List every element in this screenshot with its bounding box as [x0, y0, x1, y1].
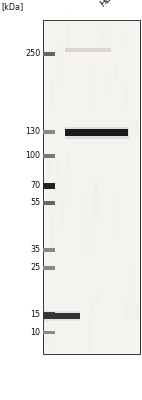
Bar [43, 130, 55, 134]
Bar [43, 311, 80, 321]
Bar [50, 214, 53, 255]
Bar [136, 121, 138, 131]
Bar [134, 302, 138, 320]
Bar [43, 312, 55, 317]
Bar [59, 202, 64, 228]
Bar [88, 321, 92, 350]
Bar [84, 195, 87, 228]
Text: 250: 250 [25, 50, 40, 58]
Bar [43, 201, 55, 204]
Bar [89, 70, 91, 106]
Bar [56, 160, 60, 198]
Text: 10: 10 [31, 328, 40, 337]
Bar [124, 87, 128, 108]
Bar [43, 266, 55, 270]
Bar [90, 298, 93, 319]
Bar [121, 36, 126, 45]
Text: 35: 35 [30, 246, 40, 254]
Bar [125, 300, 128, 320]
Bar [66, 9, 71, 55]
Bar [43, 248, 55, 252]
Bar [60, 39, 61, 83]
Text: 130: 130 [25, 128, 40, 136]
Bar [63, 179, 66, 202]
Bar [87, 219, 90, 253]
Bar [65, 127, 129, 139]
Bar [43, 52, 55, 56]
Bar [94, 180, 99, 220]
Bar [96, 294, 99, 304]
Bar [48, 340, 49, 362]
Text: [kDa]: [kDa] [1, 2, 24, 11]
Text: 70: 70 [30, 182, 40, 190]
Bar [43, 183, 55, 189]
Bar [109, 74, 110, 97]
Bar [43, 154, 55, 158]
Bar [51, 81, 55, 106]
Text: 55: 55 [30, 198, 40, 207]
Bar [113, 64, 117, 79]
Bar [131, 270, 136, 296]
Text: 25: 25 [30, 264, 40, 272]
Bar [113, 194, 114, 238]
Bar [43, 305, 47, 341]
Text: 15: 15 [30, 310, 40, 319]
Bar [95, 181, 97, 192]
Bar [43, 331, 55, 334]
Bar [47, 156, 52, 196]
Bar [43, 20, 140, 354]
Bar [65, 155, 70, 169]
Bar [43, 314, 80, 318]
Bar [65, 48, 111, 52]
Text: HEL: HEL [99, 0, 117, 9]
Bar [101, 28, 105, 45]
Bar [65, 129, 128, 136]
Text: 100: 100 [25, 152, 40, 160]
